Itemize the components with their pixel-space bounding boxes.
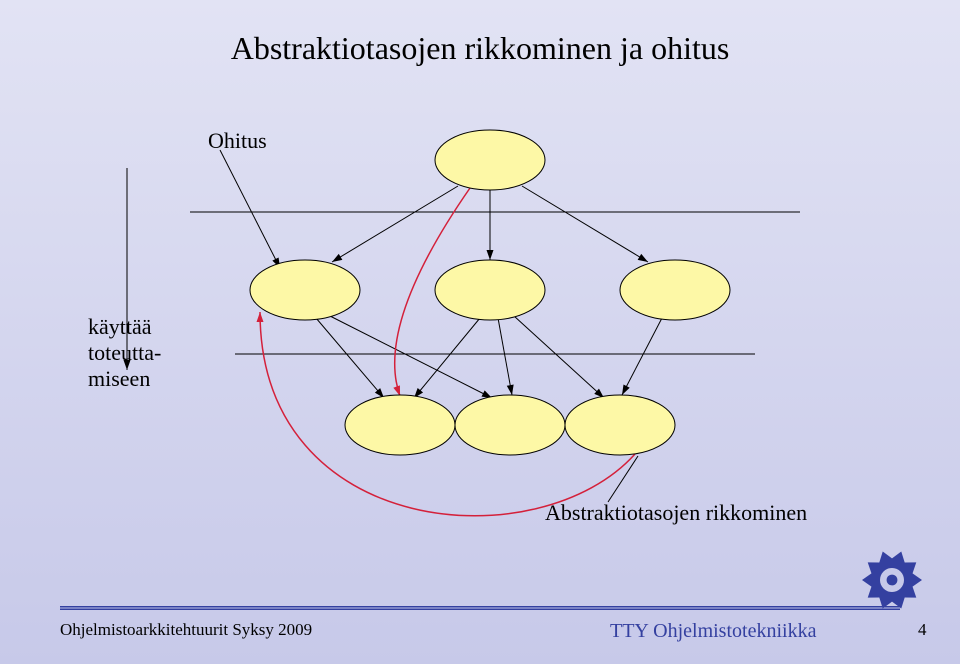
page-number: 4 (918, 620, 927, 640)
footer-right: TTY Ohjelmistotekniikka (610, 620, 816, 643)
label-kayttaa-3: miseen (88, 366, 150, 392)
label-rikkominen: Abstraktiotasojen rikkominen (545, 500, 807, 526)
label-ohitus: Ohitus (208, 128, 267, 154)
footer-left: Ohjelmistoarkkitehtuurit Syksy 2009 (60, 620, 312, 640)
label-kayttaa-2: toteutta- (88, 340, 161, 366)
slide: Abstraktiotasojen rikkominen ja ohitus O… (0, 0, 960, 664)
label-kayttaa-1: käyttää (88, 314, 152, 340)
slide-title: Abstraktiotasojen rikkominen ja ohitus (0, 30, 960, 67)
